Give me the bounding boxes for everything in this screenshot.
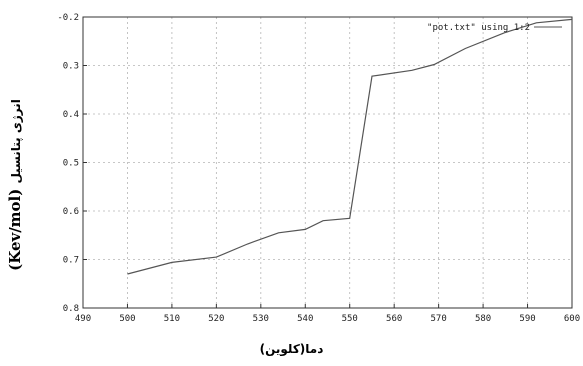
x-tick-label: 490 — [75, 314, 91, 324]
grid-lines — [83, 17, 572, 308]
x-tick-label: 600 — [564, 314, 580, 324]
x-tick-label: 530 — [253, 314, 269, 324]
x-tick-label: 580 — [475, 314, 491, 324]
x-tick-label: 560 — [386, 314, 402, 324]
y-tick-label: 0.3 — [63, 62, 79, 72]
x-tick-label: 510 — [164, 314, 180, 324]
y-tick-label: -0.2 — [57, 13, 79, 23]
series-line — [127, 18, 573, 275]
legend-label: "pot.txt" using 1:2 — [427, 23, 530, 33]
x-axis-title: دما(کلوین) — [259, 342, 324, 356]
x-tick-label: 540 — [297, 314, 313, 324]
y-axis-unit: (Kev/mol) — [6, 188, 24, 271]
x-tick-label: 590 — [519, 314, 535, 324]
y-tick-label: 0.6 — [63, 207, 79, 217]
series-layer — [127, 18, 573, 275]
y-axis-title: (Kev/mol) انرژی پتانسیل — [5, 45, 35, 325]
y-tick-label: 0.7 — [63, 256, 79, 266]
y-tick-label: 0.8 — [63, 304, 79, 314]
x-tick-label: 570 — [431, 314, 447, 324]
legend: "pot.txt" using 1:2 — [427, 23, 562, 33]
axis-ticks: 490 500 510 520 530 540 550 560 570 580 590 600 -0.2… — [57, 13, 580, 324]
x-tick-label: 550 — [342, 314, 358, 324]
y-tick-label: 0.4 — [63, 110, 79, 120]
y-tick-label: 0.5 — [63, 159, 79, 169]
x-tick-label: 520 — [208, 314, 224, 324]
x-tick-label: 500 — [119, 314, 135, 324]
y-axis-label: انرژی پتانسیل — [9, 99, 23, 184]
